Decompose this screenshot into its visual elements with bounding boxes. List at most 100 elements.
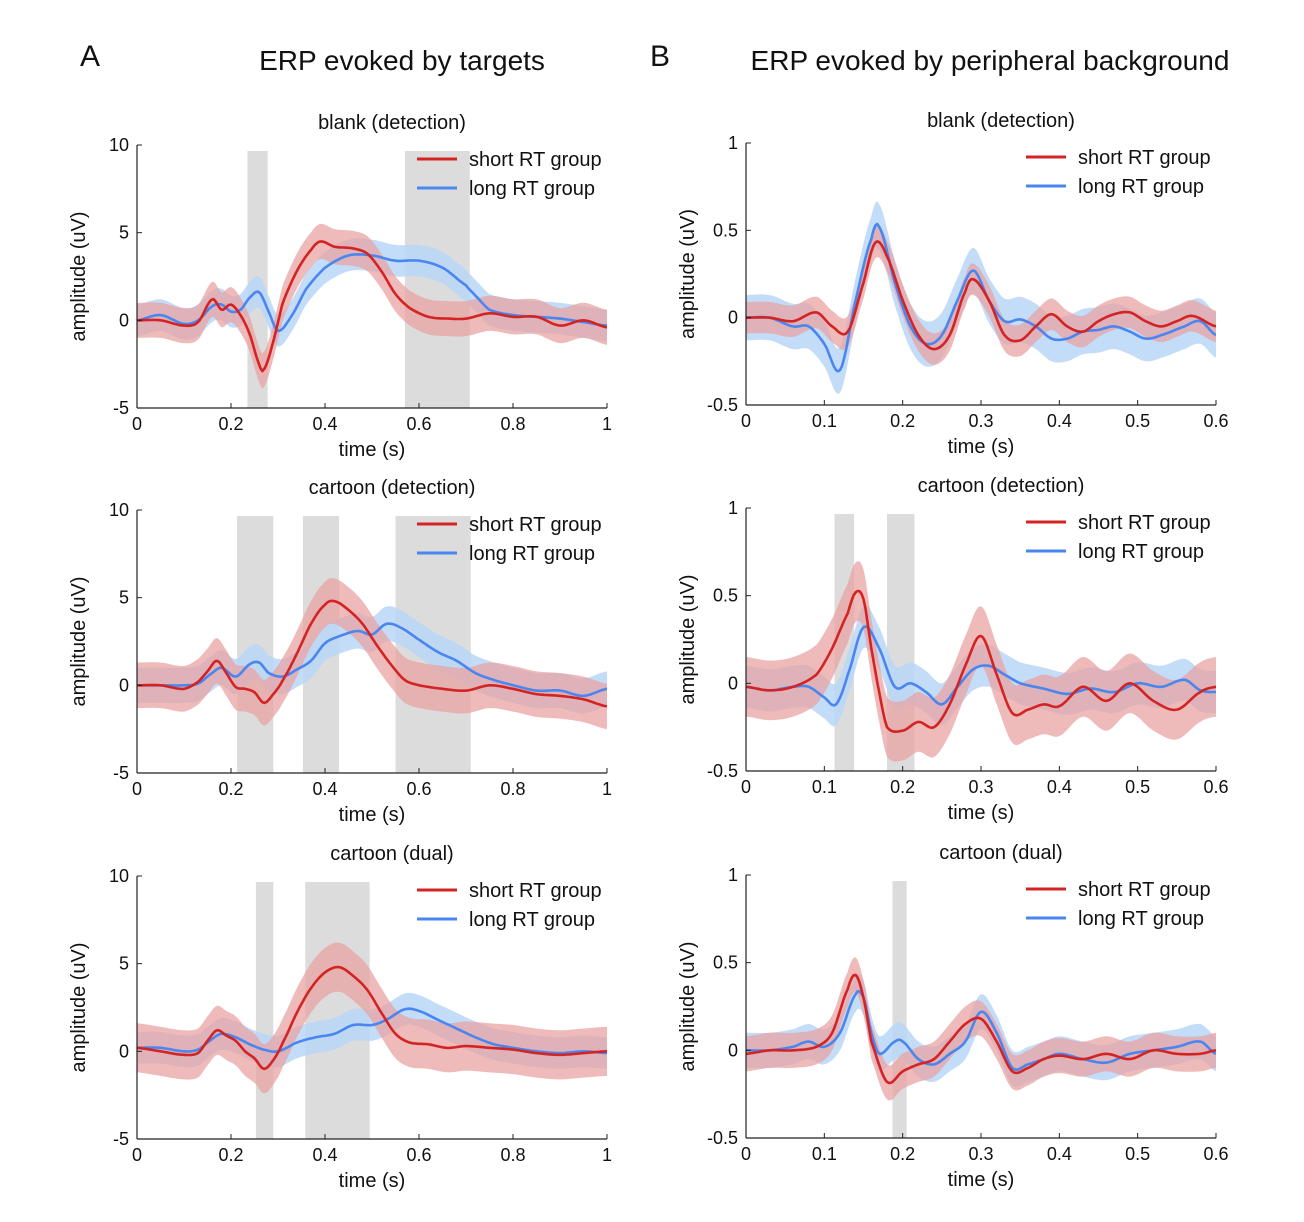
x-tick-label: 0.8 [500, 779, 525, 799]
x-tick-label: 0.4 [312, 779, 337, 799]
x-tick-label: 0.6 [1203, 777, 1228, 797]
y-tick-label: 0 [728, 308, 738, 328]
x-axis-label: time (s) [948, 436, 1015, 458]
y-tick-label: 0.5 [713, 586, 738, 606]
x-tick-label: 0.1 [812, 411, 837, 431]
x-tick-label: 0.1 [812, 1144, 837, 1164]
y-tick-label: 10 [109, 500, 129, 520]
x-tick-label: 1 [602, 1145, 612, 1165]
short-rt-series-line [746, 240, 1216, 351]
chart-title: cartoon (dual) [939, 842, 1062, 864]
panel-b-letter: B [650, 40, 670, 73]
y-tick-label: 0 [728, 673, 738, 693]
x-tick-label: 0.6 [1203, 411, 1228, 431]
y-tick-label: 5 [119, 588, 129, 608]
chart-title: cartoon (dual) [330, 843, 453, 865]
long-rt-series-line [746, 625, 1216, 707]
short-rt-series-line [137, 240, 607, 373]
x-tick-label: 0.2 [218, 779, 243, 799]
legend: short RT group long RT group [1026, 512, 1211, 563]
x-axis-label: time (s) [339, 1170, 406, 1192]
y-tick-label: -5 [113, 1129, 129, 1149]
x-tick-label: 0.5 [1125, 411, 1150, 431]
y-tick-label: 10 [109, 866, 129, 886]
legend-label: long RT group [469, 909, 595, 931]
x-axis-label: time (s) [339, 439, 406, 461]
long-rt-series-line [137, 622, 607, 698]
x-tick-label: 0 [132, 414, 142, 434]
x-tick-label: 0.4 [1047, 411, 1072, 431]
x-tick-label: 1 [602, 414, 612, 434]
x-tick-label: 0.3 [968, 411, 993, 431]
x-tick-label: 0.2 [890, 1144, 915, 1164]
short-rt-series-line [137, 599, 607, 708]
long-rt-series-line [137, 1007, 607, 1055]
x-tick-label: 0.2 [890, 411, 915, 431]
y-tick-label: 5 [119, 954, 129, 974]
x-tick-label: 0.6 [406, 414, 431, 434]
y-tick-label: 5 [119, 223, 129, 243]
y-tick-label: -0.5 [707, 761, 738, 781]
y-tick-label: -5 [113, 398, 129, 418]
legend-label: long RT group [469, 178, 595, 200]
x-tick-label: 0 [741, 777, 751, 797]
short-rt-error-band [137, 942, 607, 1094]
legend-label: long RT group [469, 543, 595, 565]
x-tick-label: 0.3 [968, 777, 993, 797]
legend-label: short RT group [469, 880, 602, 902]
x-tick-label: 0 [741, 411, 751, 431]
legend-label: short RT group [1078, 147, 1211, 169]
legend: short RT group long RT group [417, 149, 602, 200]
x-tick-label: 0.6 [406, 1145, 431, 1165]
y-axis-label: amplitude (uV) [677, 574, 699, 704]
legend-label: long RT group [1078, 541, 1204, 563]
y-tick-label: 10 [109, 135, 129, 155]
x-tick-label: 0.4 [312, 414, 337, 434]
y-tick-label: 0.5 [713, 953, 738, 973]
y-tick-label: 0 [119, 310, 129, 330]
x-axis-label: time (s) [339, 804, 406, 826]
panel-b-title: ERP evoked by peripheral background [751, 45, 1230, 76]
short-rt-series-line [137, 965, 607, 1071]
y-tick-label: -0.5 [707, 1128, 738, 1148]
y-tick-label: 0 [119, 675, 129, 695]
long-rt-series-line [746, 222, 1216, 373]
x-tick-label: 0.5 [1125, 777, 1150, 797]
x-tick-label: 0.6 [406, 779, 431, 799]
x-tick-label: 1 [602, 779, 612, 799]
panel-a-title: ERP evoked by targets [259, 45, 545, 76]
short-rt-error-band [137, 578, 607, 730]
x-tick-label: 0.6 [1203, 1144, 1228, 1164]
legend: short RT group long RT group [1026, 147, 1211, 198]
x-tick-label: 0.3 [968, 1144, 993, 1164]
panel-a-letter: A [80, 40, 100, 73]
legend: short RT group long RT group [1026, 879, 1211, 930]
short-rt-series-line [746, 589, 1216, 733]
x-axis-label: time (s) [948, 1169, 1015, 1191]
y-tick-label: 0 [119, 1041, 129, 1061]
x-tick-label: 0.4 [312, 1145, 337, 1165]
x-tick-label: 0.8 [500, 1145, 525, 1165]
chart-title: cartoon (detection) [309, 477, 476, 499]
y-axis-label: amplitude (uV) [68, 942, 90, 1072]
y-tick-label: 1 [728, 133, 738, 153]
x-tick-label: 0.2 [218, 414, 243, 434]
legend-label: long RT group [1078, 908, 1204, 930]
y-tick-label: -5 [113, 763, 129, 783]
x-tick-label: 0.4 [1047, 777, 1072, 797]
y-tick-label: 1 [728, 498, 738, 518]
y-axis-label: amplitude (uV) [68, 211, 90, 341]
legend: short RT group long RT group [417, 880, 602, 931]
y-axis-label: amplitude (uV) [68, 576, 90, 706]
short-rt-series-line [746, 973, 1216, 1085]
y-tick-label: 0 [728, 1040, 738, 1060]
x-tick-label: 0.4 [1047, 1144, 1072, 1164]
y-tick-label: 0.5 [713, 220, 738, 240]
chart-title: cartoon (detection) [918, 475, 1085, 497]
